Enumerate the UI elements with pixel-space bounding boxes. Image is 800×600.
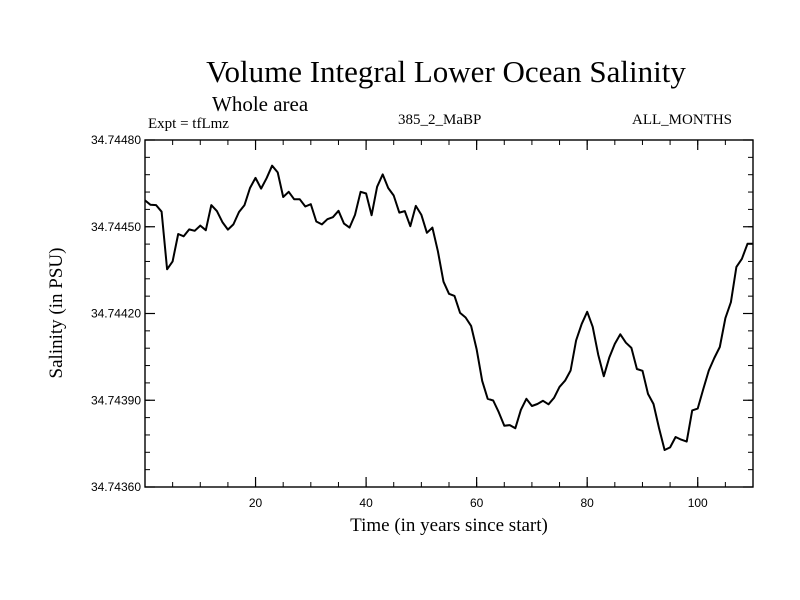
plot-frame xyxy=(144,139,754,488)
x-tick-label: 100 xyxy=(688,496,708,510)
y-tick-label: 34.74390 xyxy=(91,393,141,407)
chart-title: Volume Integral Lower Ocean Salinity xyxy=(206,54,686,89)
x-tick-label: 60 xyxy=(470,496,484,510)
y-tick-label: 34.74480 xyxy=(91,133,141,147)
salinity-series-line xyxy=(144,164,753,451)
x-tick-label: 40 xyxy=(359,496,373,510)
minor-ticks xyxy=(145,140,753,487)
chart-subtitle: Whole area xyxy=(212,92,309,116)
y-axis-label: Salinity (in PSU) xyxy=(46,248,67,379)
x-axis-label: Time (in years since start) xyxy=(350,515,548,536)
y-tick-label: 34.74360 xyxy=(91,480,141,494)
tick-labels: 20 40 60 80 100 34.74360 34.74390 34.74420 34.74… xyxy=(91,133,708,510)
months-label: ALL_MONTHS xyxy=(632,112,732,128)
y-tick-label: 34.74420 xyxy=(91,307,141,321)
run-label: 385_2_MaBP xyxy=(398,112,482,128)
y-tick-label: 34.74450 xyxy=(91,220,141,234)
x-tick-label: 20 xyxy=(249,496,263,510)
experiment-label: Expt = tfLmz xyxy=(148,116,229,132)
x-tick-label: 80 xyxy=(581,496,595,510)
